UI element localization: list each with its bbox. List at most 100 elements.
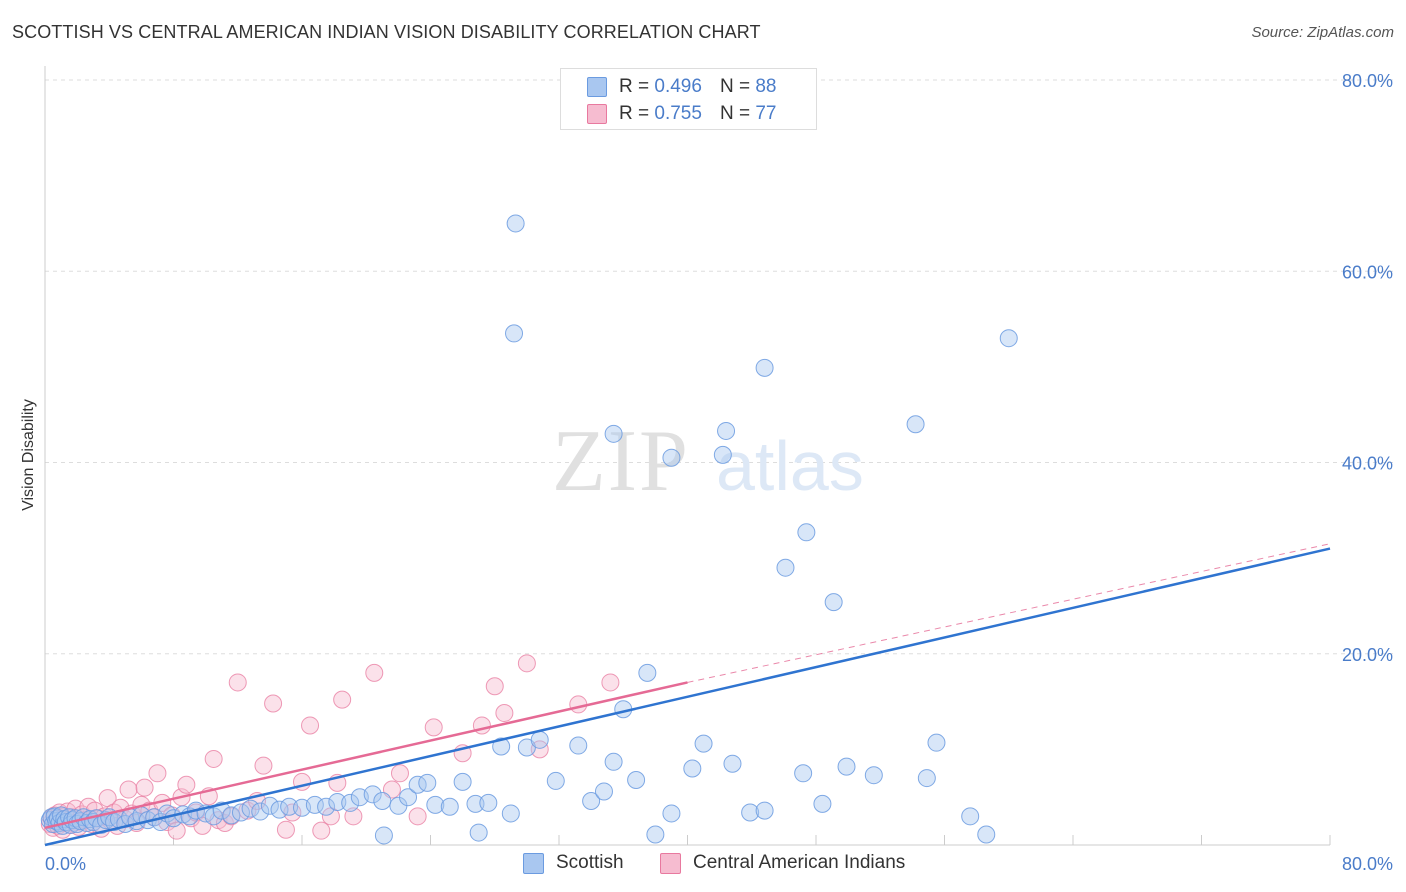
legend-swatch-central	[587, 104, 607, 124]
data-point-scottish	[492, 737, 511, 756]
data-point-scottish	[755, 358, 774, 377]
data-point-central-american-indians	[264, 694, 283, 713]
data-point-scottish	[662, 804, 681, 823]
bottom-legend-swatch-scottish	[523, 853, 544, 874]
legend-text-central: R = 0.755 N = 77	[619, 103, 776, 125]
data-point-scottish	[260, 796, 279, 815]
data-point-scottish	[374, 826, 393, 845]
data-point-scottish	[546, 771, 565, 790]
data-point-scottish	[694, 734, 713, 753]
data-point-scottish	[328, 792, 347, 811]
data-point-scottish	[582, 792, 601, 811]
chart-title: SCOTTISH VS CENTRAL AMERICAN INDIAN VISI…	[12, 22, 761, 42]
legend-r-label: R =	[619, 103, 650, 124]
data-point-scottish	[837, 757, 856, 776]
x-tick-label: 80.0%	[1342, 854, 1393, 874]
data-point-scottish	[399, 788, 418, 807]
data-point-scottish	[999, 329, 1018, 348]
data-point-central-american-indians	[228, 673, 247, 692]
data-point-scottish	[683, 759, 702, 778]
data-point-central-american-indians	[119, 780, 138, 799]
data-point-scottish	[231, 803, 250, 822]
data-point-scottish	[418, 773, 437, 792]
data-point-scottish	[797, 523, 816, 542]
x-tick-label: 0.0%	[45, 854, 86, 874]
data-point-scottish	[755, 801, 774, 820]
watermark-atlas: atlas	[716, 427, 864, 505]
data-point-scottish	[426, 795, 445, 814]
bottom-legend-label-scottish: Scottish	[556, 852, 624, 873]
data-point-central-american-indians	[312, 821, 331, 840]
data-point-central-american-indians	[517, 654, 536, 673]
data-point-scottish	[713, 445, 732, 464]
data-point-central-american-indians	[569, 695, 588, 714]
data-point-scottish	[977, 825, 996, 844]
y-tick-label: 80.0%	[1342, 71, 1393, 91]
legend-n-value-central: 77	[755, 103, 777, 124]
trend-line-scottish	[44, 547, 1331, 847]
legend-r-value-scottish: 0.496	[654, 76, 702, 97]
legend-r-value-central: 0.755	[654, 103, 702, 124]
data-point-scottish	[927, 733, 946, 752]
data-point-scottish	[604, 752, 623, 771]
data-point-central-american-indians	[601, 673, 620, 692]
chart-source: Source: ZipAtlas.com	[1251, 24, 1394, 41]
legend-r-label: R =	[619, 76, 650, 97]
data-point-central-american-indians	[276, 820, 295, 839]
data-point-scottish	[501, 804, 520, 823]
legend-swatch-scottish	[587, 77, 607, 97]
data-point-scottish	[638, 663, 657, 682]
legend-text-scottish: R = 0.496 N = 88	[619, 76, 776, 98]
data-point-scottish	[917, 769, 936, 788]
data-point-central-american-indians	[301, 716, 320, 735]
data-point-scottish	[479, 793, 498, 812]
data-point-central-american-indians	[408, 807, 427, 826]
data-point-scottish	[776, 558, 795, 577]
data-point-scottish	[530, 730, 549, 749]
y-tick-label: 20.0%	[1342, 645, 1393, 665]
data-point-scottish	[961, 807, 980, 826]
data-point-scottish	[505, 324, 524, 343]
bottom-legend-swatch-central	[660, 853, 681, 874]
data-point-central-american-indians	[177, 775, 196, 794]
y-tick-label: 60.0%	[1342, 262, 1393, 282]
data-point-scottish	[506, 214, 525, 233]
data-point-central-american-indians	[135, 778, 154, 797]
data-point-central-american-indians	[382, 780, 401, 799]
y-tick-label: 40.0%	[1342, 454, 1393, 474]
correlation-legend: R = 0.496 N = 88 R = 0.755 N = 77	[560, 68, 817, 130]
data-point-scottish	[717, 421, 736, 440]
data-point-scottish	[741, 803, 760, 822]
data-point-scottish	[280, 797, 299, 816]
data-point-scottish	[627, 770, 646, 789]
bottom-legend-label-central: Central American Indians	[693, 852, 906, 873]
data-point-scottish	[569, 736, 588, 755]
legend-n-label: N =	[719, 76, 751, 97]
legend-n-label: N =	[719, 103, 751, 124]
data-point-scottish	[604, 424, 623, 443]
data-point-scottish	[646, 825, 665, 844]
data-point-central-american-indians	[204, 749, 223, 768]
data-point-central-american-indians	[333, 690, 352, 709]
data-point-scottish	[341, 793, 360, 812]
data-point-central-american-indians	[424, 718, 443, 737]
data-point-central-american-indians	[390, 764, 409, 783]
data-point-central-american-indians	[365, 663, 384, 682]
data-point-scottish	[594, 782, 613, 801]
data-point-scottish	[305, 795, 324, 814]
data-point-scottish	[466, 794, 485, 813]
data-point-scottish	[363, 785, 382, 804]
data-point-scottish	[723, 754, 742, 773]
data-point-central-american-indians	[495, 704, 514, 723]
data-point-scottish	[662, 448, 681, 467]
data-point-scottish	[906, 415, 925, 434]
legend-n-value-scottish: 88	[755, 76, 777, 97]
data-point-scottish	[824, 593, 843, 612]
watermark-zip: ZIP	[552, 413, 690, 510]
data-point-scottish	[813, 794, 832, 813]
data-point-central-american-indians	[254, 756, 273, 775]
data-point-scottish	[251, 802, 270, 821]
data-point-scottish	[373, 792, 392, 811]
data-point-central-american-indians	[344, 807, 363, 826]
